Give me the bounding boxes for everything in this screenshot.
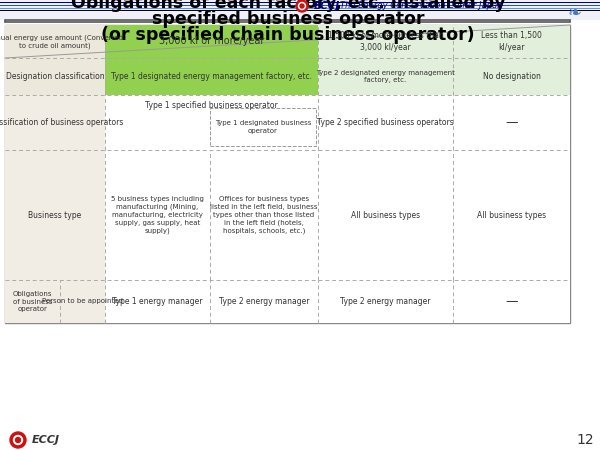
Text: Type 2 energy manager: Type 2 energy manager	[219, 297, 309, 306]
Bar	[453, 25, 570, 58]
Bar	[453, 95, 570, 150]
Bar	[318, 58, 453, 95]
Bar	[0, 0, 600, 20]
Text: Obligations of each factory, etc. installed by: Obligations of each factory, etc. instal…	[71, 0, 505, 12]
Text: specified business operator: specified business operator	[152, 10, 424, 28]
Bar	[0, 430, 600, 450]
Bar	[5, 20, 570, 22]
Text: Obligations
of business
operator: Obligations of business operator	[13, 291, 52, 312]
Bar	[210, 150, 318, 280]
Bar	[453, 280, 570, 323]
Bar	[0, 8, 600, 9]
Text: —: —	[505, 116, 518, 129]
Circle shape	[299, 3, 305, 9]
Text: Type 2 designated energy management
factory, etc.: Type 2 designated energy management fact…	[316, 70, 455, 83]
Text: ECCJ: ECCJ	[314, 1, 340, 11]
Text: Type 1 energy manager: Type 1 energy manager	[112, 297, 203, 306]
Text: 1,500 kl or more but less than
3,000 kl/year: 1,500 kl or more but less than 3,000 kl/…	[328, 32, 443, 52]
Circle shape	[14, 436, 23, 445]
Bar	[5, 58, 105, 95]
Bar	[105, 95, 318, 150]
Bar	[318, 25, 453, 58]
Bar	[210, 280, 318, 323]
Bar	[0, 1, 600, 3]
Circle shape	[16, 437, 20, 442]
Bar	[105, 25, 318, 58]
Circle shape	[296, 0, 308, 12]
Text: All business types: All business types	[477, 211, 546, 220]
Text: ECCJ: ECCJ	[32, 435, 60, 445]
Bar	[453, 150, 570, 280]
Text: —: —	[505, 295, 518, 308]
Bar	[318, 280, 453, 323]
Text: Less than 1,500
kl/year: Less than 1,500 kl/year	[481, 32, 542, 52]
Text: Person to be appointed: Person to be appointed	[42, 298, 123, 305]
Bar	[5, 150, 105, 280]
Text: 5 business types including
manufacturing (Mining,
manufacturing, electricity
sup: 5 business types including manufacturing…	[111, 197, 204, 234]
Text: Annual energy use amount (Converted
to crude oil amount): Annual energy use amount (Converted to c…	[0, 34, 123, 49]
Circle shape	[300, 4, 304, 8]
Bar	[210, 108, 316, 146]
Bar	[5, 280, 60, 323]
Text: ❧: ❧	[568, 4, 582, 22]
Text: Classification of business operators: Classification of business operators	[0, 118, 123, 127]
Bar	[5, 25, 105, 58]
Text: 3,000 kl or more/year: 3,000 kl or more/year	[159, 36, 264, 46]
Text: Designation classification: Designation classification	[5, 72, 104, 81]
Bar	[105, 280, 210, 323]
Bar	[318, 95, 453, 150]
Text: Offices for business types
listed in the left field, business
types other than t: Offices for business types listed in the…	[210, 197, 318, 234]
Text: Type 1 designated business
operator: Type 1 designated business operator	[215, 120, 311, 134]
Bar	[60, 280, 105, 323]
Text: Type 2 energy manager: Type 2 energy manager	[340, 297, 431, 306]
Text: 12: 12	[576, 433, 594, 447]
Text: (or specified chain business operator): (or specified chain business operator)	[101, 26, 475, 44]
Text: No designation: No designation	[482, 72, 541, 81]
Bar	[453, 58, 570, 95]
Text: All business types: All business types	[351, 211, 420, 220]
Bar	[105, 150, 210, 280]
Text: Type 1 designated energy management factory, etc.: Type 1 designated energy management fact…	[111, 72, 312, 81]
Text: Type 1 specified business operator: Type 1 specified business operator	[145, 100, 278, 109]
Bar	[0, 4, 600, 6]
Bar	[318, 150, 453, 280]
Bar	[5, 25, 570, 323]
Bar	[5, 95, 105, 150]
Bar	[105, 58, 318, 95]
Text: Type 2 specified business operators: Type 2 specified business operators	[317, 118, 454, 127]
Bar	[0, 10, 600, 11]
Text: Business type: Business type	[28, 211, 82, 220]
Circle shape	[10, 432, 26, 448]
Text: The Energy Conservation Center Japan: The Energy Conservation Center Japan	[340, 1, 502, 10]
